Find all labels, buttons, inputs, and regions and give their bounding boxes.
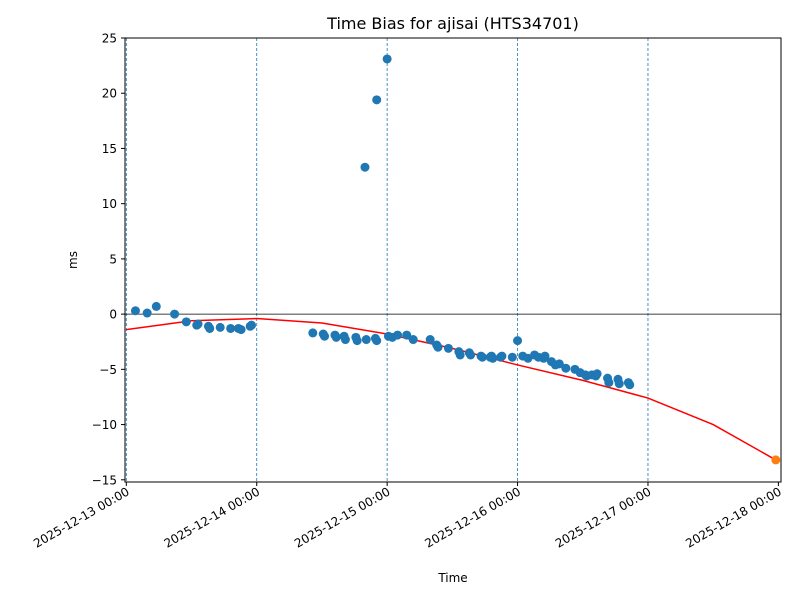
y-tick-label: 20	[102, 87, 117, 101]
y-tick-label: 25	[102, 32, 117, 46]
data-point	[193, 319, 203, 329]
data-point	[554, 359, 564, 369]
data-point	[466, 350, 476, 360]
data-point	[215, 322, 225, 332]
data-point	[372, 336, 382, 346]
data-point	[308, 328, 318, 338]
data-point	[561, 363, 571, 373]
data-point	[425, 335, 435, 345]
y-axis-label: ms	[66, 251, 80, 269]
data-point	[592, 369, 602, 379]
data-point	[331, 332, 341, 342]
chart-title: Time Bias for ajisai (HTS34701)	[326, 14, 579, 33]
data-point	[360, 162, 370, 172]
data-point	[408, 335, 418, 345]
data-point	[181, 317, 191, 327]
data-point	[455, 350, 465, 360]
y-tick-label: −15	[92, 473, 117, 487]
data-point	[507, 352, 517, 362]
data-point	[540, 351, 550, 361]
y-tick-label: −10	[92, 418, 117, 432]
data-point	[488, 353, 498, 363]
data-point	[372, 95, 382, 105]
y-tick-label: 10	[102, 197, 117, 211]
x-axis-label: Time	[437, 571, 467, 585]
data-point	[226, 323, 236, 333]
y-tick-label: 0	[109, 308, 117, 322]
y-tick-label: 15	[102, 142, 117, 156]
data-point	[340, 335, 350, 345]
data-point	[352, 336, 362, 346]
data-point	[382, 54, 392, 64]
data-point	[170, 309, 180, 319]
data-point	[236, 325, 246, 335]
data-point	[402, 330, 412, 340]
data-point	[604, 378, 614, 388]
data-point	[513, 336, 523, 346]
data-point	[205, 323, 215, 333]
data-point	[320, 331, 330, 341]
gridlines	[125, 38, 781, 482]
y-tick-label: 5	[109, 252, 117, 266]
data-point	[393, 330, 403, 340]
data-point	[614, 379, 624, 389]
y-tick-label: −5	[99, 363, 117, 377]
data-point	[151, 301, 161, 311]
data-point	[625, 380, 635, 390]
data-point	[497, 351, 507, 361]
data-point	[247, 320, 257, 330]
plot-frame	[124, 37, 782, 483]
y-axis: −15 −10 −5 0 5 10 15 20 25	[92, 32, 125, 487]
data-point	[130, 306, 140, 316]
data-point	[361, 335, 371, 345]
prediction-point	[771, 455, 781, 465]
data-point	[443, 343, 453, 353]
data-point	[477, 352, 487, 362]
data-point	[142, 308, 152, 318]
data-point	[433, 342, 443, 352]
points-layer	[130, 54, 781, 465]
